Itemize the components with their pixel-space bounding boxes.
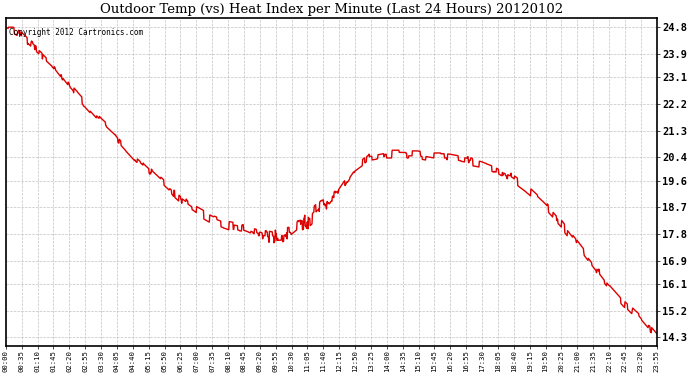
Title: Outdoor Temp (vs) Heat Index per Minute (Last 24 Hours) 20120102: Outdoor Temp (vs) Heat Index per Minute … xyxy=(99,3,563,16)
Text: Copyright 2012 Cartronics.com: Copyright 2012 Cartronics.com xyxy=(9,28,143,37)
